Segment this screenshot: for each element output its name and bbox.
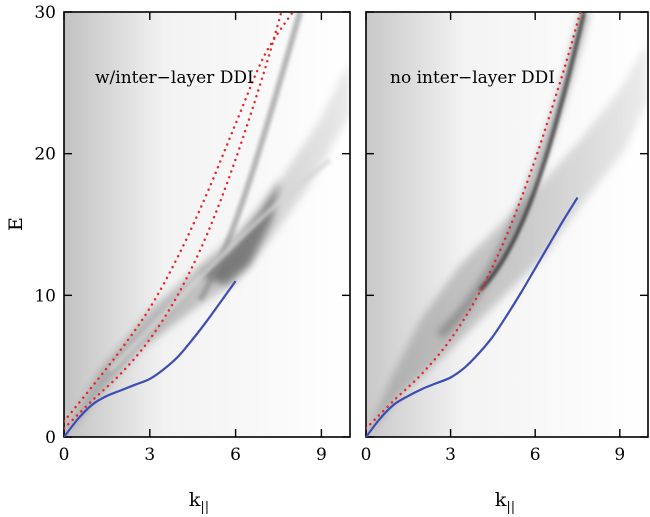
x-axis-label-left-sub: || [200, 500, 209, 515]
ticks-right: 0 3 6 9 [361, 11, 648, 465]
x-tick-label-right-3: 3 [445, 445, 456, 465]
y-tick-label-0: 0 [45, 428, 56, 448]
faint-band-left [108, 158, 332, 372]
annotation-left: w/inter−layer DDI [95, 68, 254, 88]
series-left [64, 12, 294, 437]
x-axis-label-left: k|| [189, 489, 209, 515]
x-tick-label-right-0: 0 [361, 445, 372, 465]
y-tick-label-10: 10 [34, 286, 56, 306]
x-tick-label-right-6: 6 [530, 445, 541, 465]
series-right-0-solid-line [366, 197, 579, 437]
x-tick-label-left-3: 3 [144, 445, 155, 465]
x-tick-label-right-9: 9 [614, 445, 625, 465]
y-tick-label-20: 20 [34, 145, 56, 165]
series-right [366, 12, 582, 437]
ticks-left: 0 3 6 9 0 10 20 30 [34, 3, 350, 465]
x-tick-label-left-0: 0 [59, 445, 70, 465]
x-tick-label-left-6: 6 [230, 445, 241, 465]
frame-right [365, 11, 649, 438]
frame-left [63, 11, 351, 438]
resonance-glow-right [437, 12, 589, 338]
x-axis-label-left-main: k [189, 489, 201, 511]
x-tick-label-left-9: 9 [316, 445, 327, 465]
series-left-0-solid-line [64, 280, 237, 437]
x-axis-label-right: k|| [495, 489, 515, 515]
series-left-2-dotted-line [64, 12, 294, 423]
series-right-1-dotted-line [366, 12, 582, 430]
panel-left: 0 3 6 9 0 10 20 30 w/inter−layer DDI [34, 3, 351, 465]
y-tick-label-30: 30 [34, 3, 56, 23]
annotation-right: no inter−layer DDI [390, 68, 555, 88]
x-axis-label-right-main: k [495, 489, 507, 511]
series-left-1-dotted-line [64, 12, 283, 430]
x-axis-label-right-sub: || [506, 500, 515, 515]
y-axis-label: E [5, 217, 27, 231]
upper-band-left [197, 12, 303, 302]
panel-right: 0 3 6 9 no inter−layer DDI [361, 11, 649, 465]
